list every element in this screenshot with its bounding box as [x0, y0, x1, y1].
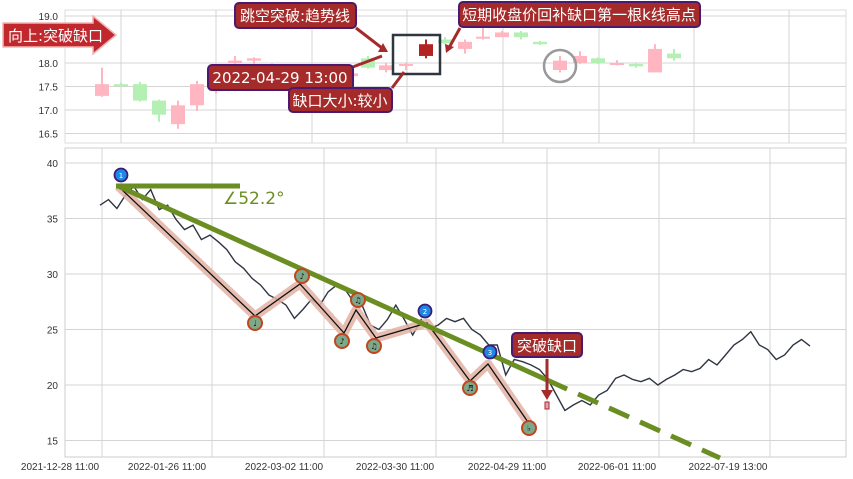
wave-marker: ♫ [350, 292, 366, 308]
svg-text:1: 1 [119, 172, 123, 180]
svg-text:3: 3 [488, 349, 492, 357]
x-tick: 2022-06-01 11:00 [578, 462, 657, 473]
gap-fill-circle [542, 48, 578, 84]
main-y-tick: 25 [47, 326, 59, 337]
svg-text:2: 2 [423, 308, 427, 316]
candle [379, 63, 393, 73]
top-y-tick: 17.5 [39, 83, 59, 94]
main-y-tick: 35 [47, 215, 59, 226]
top-y-tick: 17.0 [39, 106, 59, 117]
wave-line [117, 185, 531, 426]
candle [495, 31, 509, 38]
candle [228, 55, 242, 66]
gap-trendline-callout: 跳空突破:趋势线 [234, 2, 388, 52]
trendline [116, 183, 549, 383]
candle [533, 40, 547, 46]
gap-fill-callout: 短期收盘价回补缺口第一根k线高点 [445, 1, 701, 53]
gap-marker [544, 401, 550, 410]
svg-text:♭: ♭ [527, 424, 531, 433]
main-panel: 40 35 30 25 20 15 2021-12-28 11:00 2022-01-26 … [21, 147, 847, 473]
main-plot-area [64, 147, 847, 458]
svg-text:♩: ♩ [253, 319, 257, 328]
svg-text:♪: ♪ [339, 337, 344, 346]
candle [667, 48, 681, 61]
gap-trendline-label: 跳空突破:趋势线 [240, 7, 350, 25]
angle-label: ∠52.2° [223, 189, 285, 209]
pivot-marker: 1 [113, 167, 129, 183]
candle [133, 81, 147, 102]
candle [399, 63, 413, 71]
candle [573, 51, 587, 64]
candle [95, 67, 109, 97]
candle [438, 37, 452, 45]
top-y-tick: 19.0 [39, 12, 59, 23]
candle [190, 80, 204, 111]
svg-text:♪: ♪ [299, 272, 304, 281]
gap-size-label: 缺口大小:较小 [292, 92, 387, 110]
breakout-direction-label: 向上:突破缺口 [8, 27, 103, 45]
wave-marker: ♭ [521, 420, 537, 436]
svg-text:♬: ♬ [466, 384, 473, 393]
svg-text:♫: ♫ [370, 342, 377, 351]
pivot-marker: 3 [482, 344, 498, 360]
top-panel: 19.0 18.0 17.5 17.0 16.5 [39, 9, 847, 144]
x-tick: 2022-01-26 11:00 [128, 462, 207, 473]
x-tick: 2022-03-30 11:00 [356, 462, 435, 473]
gap-datetime-label: 2022-04-29 13:00 [212, 69, 347, 87]
main-y-tick: 15 [47, 437, 59, 448]
price-line [99, 185, 811, 412]
wave-marker: ♬ [462, 380, 478, 396]
gap-size-callout: 缺口大小:较小 [288, 71, 406, 113]
arrow-down-icon [541, 390, 553, 400]
top-plot-area [64, 9, 847, 144]
candle [648, 44, 662, 73]
main-y-tick: 40 [47, 159, 59, 170]
candle [419, 39, 433, 59]
wave-marker: ♫ [366, 338, 382, 354]
candle [629, 63, 643, 68]
breakout-label: 突破缺口 [517, 337, 577, 355]
candle [171, 100, 185, 129]
svg-text:♫: ♫ [354, 296, 361, 305]
x-tick: 2022-03-02 11:00 [245, 462, 324, 473]
candle [152, 99, 166, 122]
breakout-callout: 突破缺口 [511, 332, 583, 410]
gap-highlight-box [391, 33, 442, 76]
candle [247, 57, 261, 64]
candle [610, 60, 624, 66]
breakout-direction-arrow: 向上:突破缺口 [2, 14, 118, 56]
candle [591, 57, 605, 64]
pivot-marker: 2 [417, 303, 433, 319]
x-tick: 2022-04-29 11:00 [468, 462, 547, 473]
candle [114, 82, 128, 87]
gap-fill-label: 短期收盘价回补缺口第一根k线高点 [462, 6, 696, 24]
candle [458, 39, 472, 54]
wave-marker: ♩ [247, 315, 263, 331]
candle [514, 31, 528, 40]
top-y-tick: 16.5 [39, 130, 59, 141]
wave-marker: ♪ [294, 268, 310, 284]
x-tick: 2022-07-19 13:00 [689, 462, 768, 473]
top-y-tick: 18.0 [39, 59, 59, 70]
main-y-tick: 20 [47, 381, 59, 392]
gap-datetime-callout: 2022-04-29 13:00 [207, 54, 383, 91]
main-y-tick: 30 [47, 270, 59, 281]
candle [553, 55, 567, 73]
x-tick: 2021-12-28 11:00 [21, 462, 100, 473]
wave-marker: ♪ [334, 333, 350, 349]
